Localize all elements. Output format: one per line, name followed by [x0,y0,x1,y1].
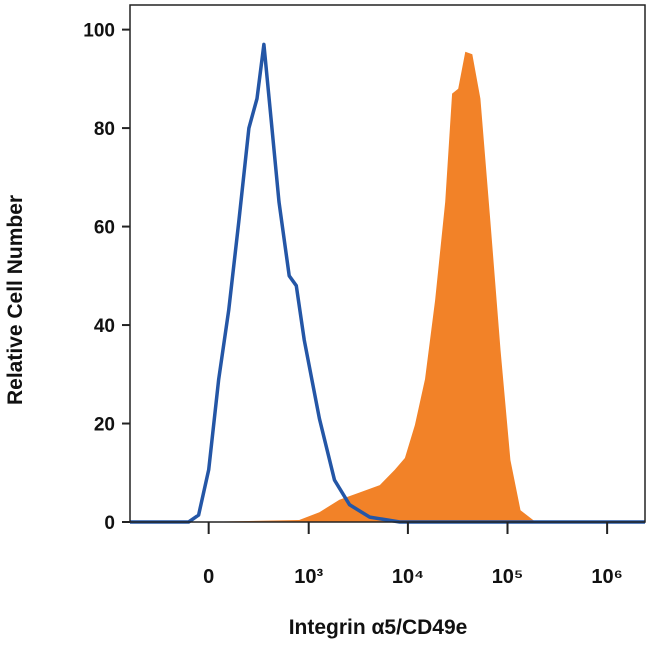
x-axis-label: Integrin α5/CD49e [289,616,468,639]
y-tick-label: 80 [94,119,115,140]
x-tick-label: 0 [203,566,214,588]
y-tick-label: 20 [94,415,115,436]
histogram-area [198,51,536,523]
y-tick-label: 100 [83,21,115,42]
y-tick-label: 40 [94,316,115,337]
y-tick-label: 0 [104,513,115,534]
x-tick-label: 10⁵ [492,566,524,588]
plot-frame [129,4,646,523]
x-tick-label: 10⁶ [591,566,622,588]
x-tick-label: 10³ [294,566,323,588]
histogram-line [130,42,645,524]
y-axis-label: Relative Cell Number [4,195,27,405]
y-tick-label: 60 [94,218,115,239]
x-tick-label: 10⁴ [392,566,424,588]
